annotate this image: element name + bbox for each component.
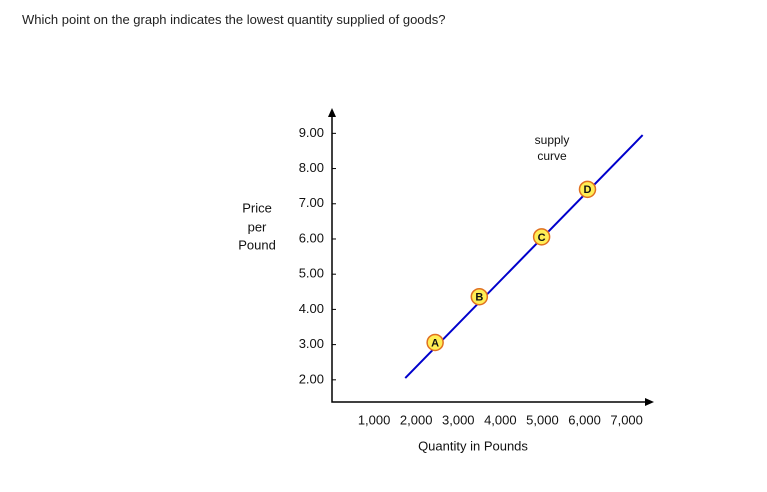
question: Which point on the graph indicates the l…: [22, 12, 446, 27]
point-marker: [532, 228, 551, 246]
y-label: Price: [242, 200, 272, 215]
x-tick-label: 2,000: [400, 412, 433, 427]
supply-curve: [404, 134, 644, 379]
point-marker: [470, 287, 489, 306]
y-label: Pound: [238, 237, 276, 252]
annotation: supply: [535, 133, 570, 147]
x-label: Quantity in Pounds: [418, 438, 528, 453]
y-tick-label: 2.00: [299, 371, 324, 386]
y-tick-label: 8.00: [299, 160, 324, 175]
point-label: B: [475, 292, 483, 304]
point-marker: [578, 180, 597, 199]
x-arrow: [645, 398, 654, 406]
point-marker: [426, 333, 444, 352]
x-tick-label: 1,000: [358, 412, 391, 427]
y-tick-label: 9.00: [299, 125, 324, 140]
x-tick-label: 7,000: [610, 412, 643, 427]
y-tick-label: 6.00: [299, 230, 324, 245]
y-tick-label: 7.00: [299, 195, 324, 210]
point-label: A: [431, 337, 439, 349]
y-tick-label: 3.00: [299, 336, 324, 351]
axes: [331, 114, 648, 403]
point-label: C: [538, 232, 546, 244]
x-tick-label: 4,000: [484, 412, 517, 427]
y-label: per: [248, 219, 267, 234]
x-tick-label: 6,000: [568, 412, 601, 427]
y-tick-label: 5.00: [299, 266, 324, 281]
annotation: curve: [537, 149, 567, 163]
x-tick-label: 5,000: [526, 412, 559, 427]
point-label: D: [584, 184, 592, 196]
y-tick-label: 4.00: [299, 301, 324, 316]
x-tick-label: 3,000: [442, 412, 475, 427]
y-arrow: [328, 108, 336, 117]
